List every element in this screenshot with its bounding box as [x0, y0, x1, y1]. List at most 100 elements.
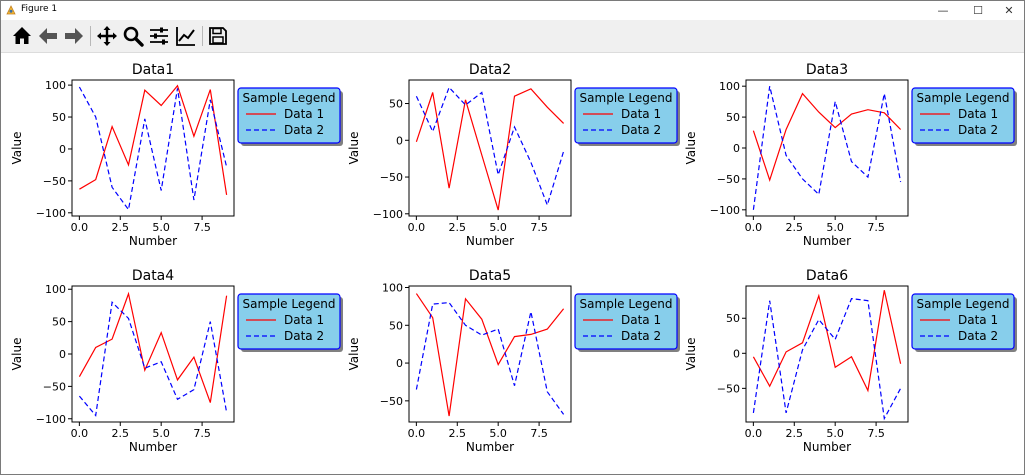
toolbar-separator	[202, 26, 203, 46]
edit-axis-icon	[176, 27, 195, 46]
forward-icon	[65, 28, 83, 44]
home-icon	[13, 27, 31, 44]
axes-frame	[745, 285, 909, 423]
legend-box	[574, 87, 678, 144]
subplot-2: 0.0 2.5 5.0 7.5 −100 −50 0 50 Data2 Number Value Sa…	[347, 62, 680, 248]
legend-entry-label: Data 2	[284, 123, 324, 137]
subplot-6: 0.0 2.5 5.0 7.5 −50 0 50 Data6 Number Value Sample…	[684, 268, 1017, 454]
x-tick-label: 2.5	[449, 221, 467, 234]
home-button[interactable]	[10, 24, 34, 48]
x-tick-label: 5.0	[152, 221, 170, 234]
subplot-1: 0.0 2.5 5.0 7.5 −100 −50 0 50 100 Data1 Number Valu…	[10, 62, 343, 248]
x-tick-label: 7.5	[867, 221, 885, 234]
y-tick-label: 100	[45, 283, 66, 296]
y-tick-label: 0	[396, 134, 403, 147]
minimize-button[interactable]: —	[937, 4, 949, 17]
subplot-5: 0.0 2.5 5.0 7.5 −50 0 50 100 Data5 Number Value Sam…	[347, 268, 680, 454]
series-line-2	[78, 300, 228, 417]
y-tick-label: 0	[733, 347, 740, 360]
x-tick-label: 0.0	[71, 427, 89, 440]
maximize-button[interactable]: ☐	[973, 4, 983, 17]
y-tick-label: −50	[380, 395, 403, 408]
subplot-3: 0.0 2.5 5.0 7.5 −100 −50 0 50 100 Data3 Number Valu…	[684, 62, 1017, 248]
series-line-2	[752, 86, 902, 210]
legend-entry-label: Data 1	[284, 107, 324, 121]
y-tick-label: 0	[396, 357, 403, 370]
save-button[interactable]	[206, 24, 230, 48]
matplotlib-app-icon	[6, 5, 16, 15]
x-tick-label: 0.0	[408, 221, 426, 234]
x-tick-label: 7.5	[530, 427, 548, 440]
y-tick-label: −50	[717, 382, 740, 395]
y-axis-label: Value	[10, 338, 24, 371]
legend: Sample Legend Data 1 Data 2	[237, 87, 343, 146]
forward-button[interactable]	[62, 24, 86, 48]
x-axis-label: Number	[129, 234, 177, 248]
x-tick-label: 5.0	[826, 221, 844, 234]
navigation-toolbar	[1, 20, 1024, 53]
y-axis-label: Value	[10, 132, 24, 165]
axes-frame	[408, 285, 572, 423]
x-axis-label: Number	[803, 440, 851, 454]
close-button[interactable]: ✕	[1004, 4, 1014, 17]
configure-subplots-button[interactable]	[147, 24, 171, 48]
x-tick-label: 5.0	[826, 427, 844, 440]
x-tick-label: 0.0	[71, 221, 89, 234]
x-tick-label: 5.0	[152, 427, 170, 440]
y-tick-label: 50	[52, 111, 66, 124]
legend: Sample Legend Data 1 Data 2	[911, 87, 1017, 146]
legend-box	[237, 293, 341, 350]
x-tick-label: 2.5	[449, 427, 467, 440]
chart-title: Data6	[806, 268, 848, 284]
axes-frame	[745, 79, 909, 217]
back-button[interactable]	[36, 24, 60, 48]
x-tick-label: 2.5	[112, 221, 130, 234]
legend-title: Sample Legend	[917, 297, 1010, 311]
series-line-1	[79, 84, 228, 195]
edit-axis-button[interactable]	[174, 24, 198, 48]
pan-button[interactable]	[95, 24, 119, 48]
legend-entry-label: Data 1	[621, 313, 661, 327]
x-tick-label: 2.5	[786, 221, 804, 234]
x-tick-label: 0.0	[745, 427, 763, 440]
y-tick-label: 100	[45, 79, 66, 92]
legend-entry-label: Data 1	[284, 313, 324, 327]
legend-entry-label: Data 1	[958, 313, 998, 327]
zoom-icon	[123, 26, 144, 47]
y-axis-label: Value	[347, 338, 361, 371]
y-tick-label: −100	[373, 208, 403, 221]
axes-frame	[408, 79, 572, 217]
legend-entry-label: Data 2	[958, 329, 998, 343]
y-tick-label: −50	[43, 175, 66, 188]
y-tick-label: 0	[59, 348, 66, 361]
chart-title: Data4	[132, 268, 174, 284]
axes-frame	[71, 79, 235, 217]
y-tick-label: 50	[726, 111, 740, 124]
series-line-2	[415, 301, 565, 415]
legend-title: Sample Legend	[917, 91, 1010, 105]
x-axis-label: Number	[129, 440, 177, 454]
legend: Sample Legend Data 1 Data 2	[237, 293, 343, 352]
series-line-1	[415, 88, 565, 211]
y-tick-label: 50	[52, 316, 66, 329]
legend-title: Sample Legend	[580, 91, 673, 105]
configure-subplots-icon	[150, 27, 168, 45]
chart-title: Data1	[132, 62, 174, 78]
legend-entry-label: Data 2	[958, 123, 998, 137]
x-axis-label: Number	[466, 234, 514, 248]
x-tick-label: 5.0	[489, 427, 507, 440]
y-tick-label: 0	[733, 142, 740, 155]
series-line-2	[752, 297, 902, 421]
chart-title: Data5	[469, 268, 511, 284]
x-axis-label: Number	[803, 234, 851, 248]
zoom-button[interactable]	[121, 24, 145, 48]
subplot-4: 0.0 2.5 5.0 7.5 −100 −50 0 50 100 Data4 Number Valu…	[10, 268, 343, 454]
y-tick-label: −100	[710, 204, 740, 217]
legend-box	[574, 293, 678, 350]
y-axis-label: Value	[684, 132, 698, 165]
y-tick-label: −50	[43, 380, 66, 393]
y-axis-label: Value	[684, 338, 698, 371]
x-tick-label: 7.5	[530, 221, 548, 234]
figure-canvas[interactable]: 0.0 2.5 5.0 7.5 −100 −50 0 50 100 Data1 Number Valu…	[1, 53, 1024, 474]
